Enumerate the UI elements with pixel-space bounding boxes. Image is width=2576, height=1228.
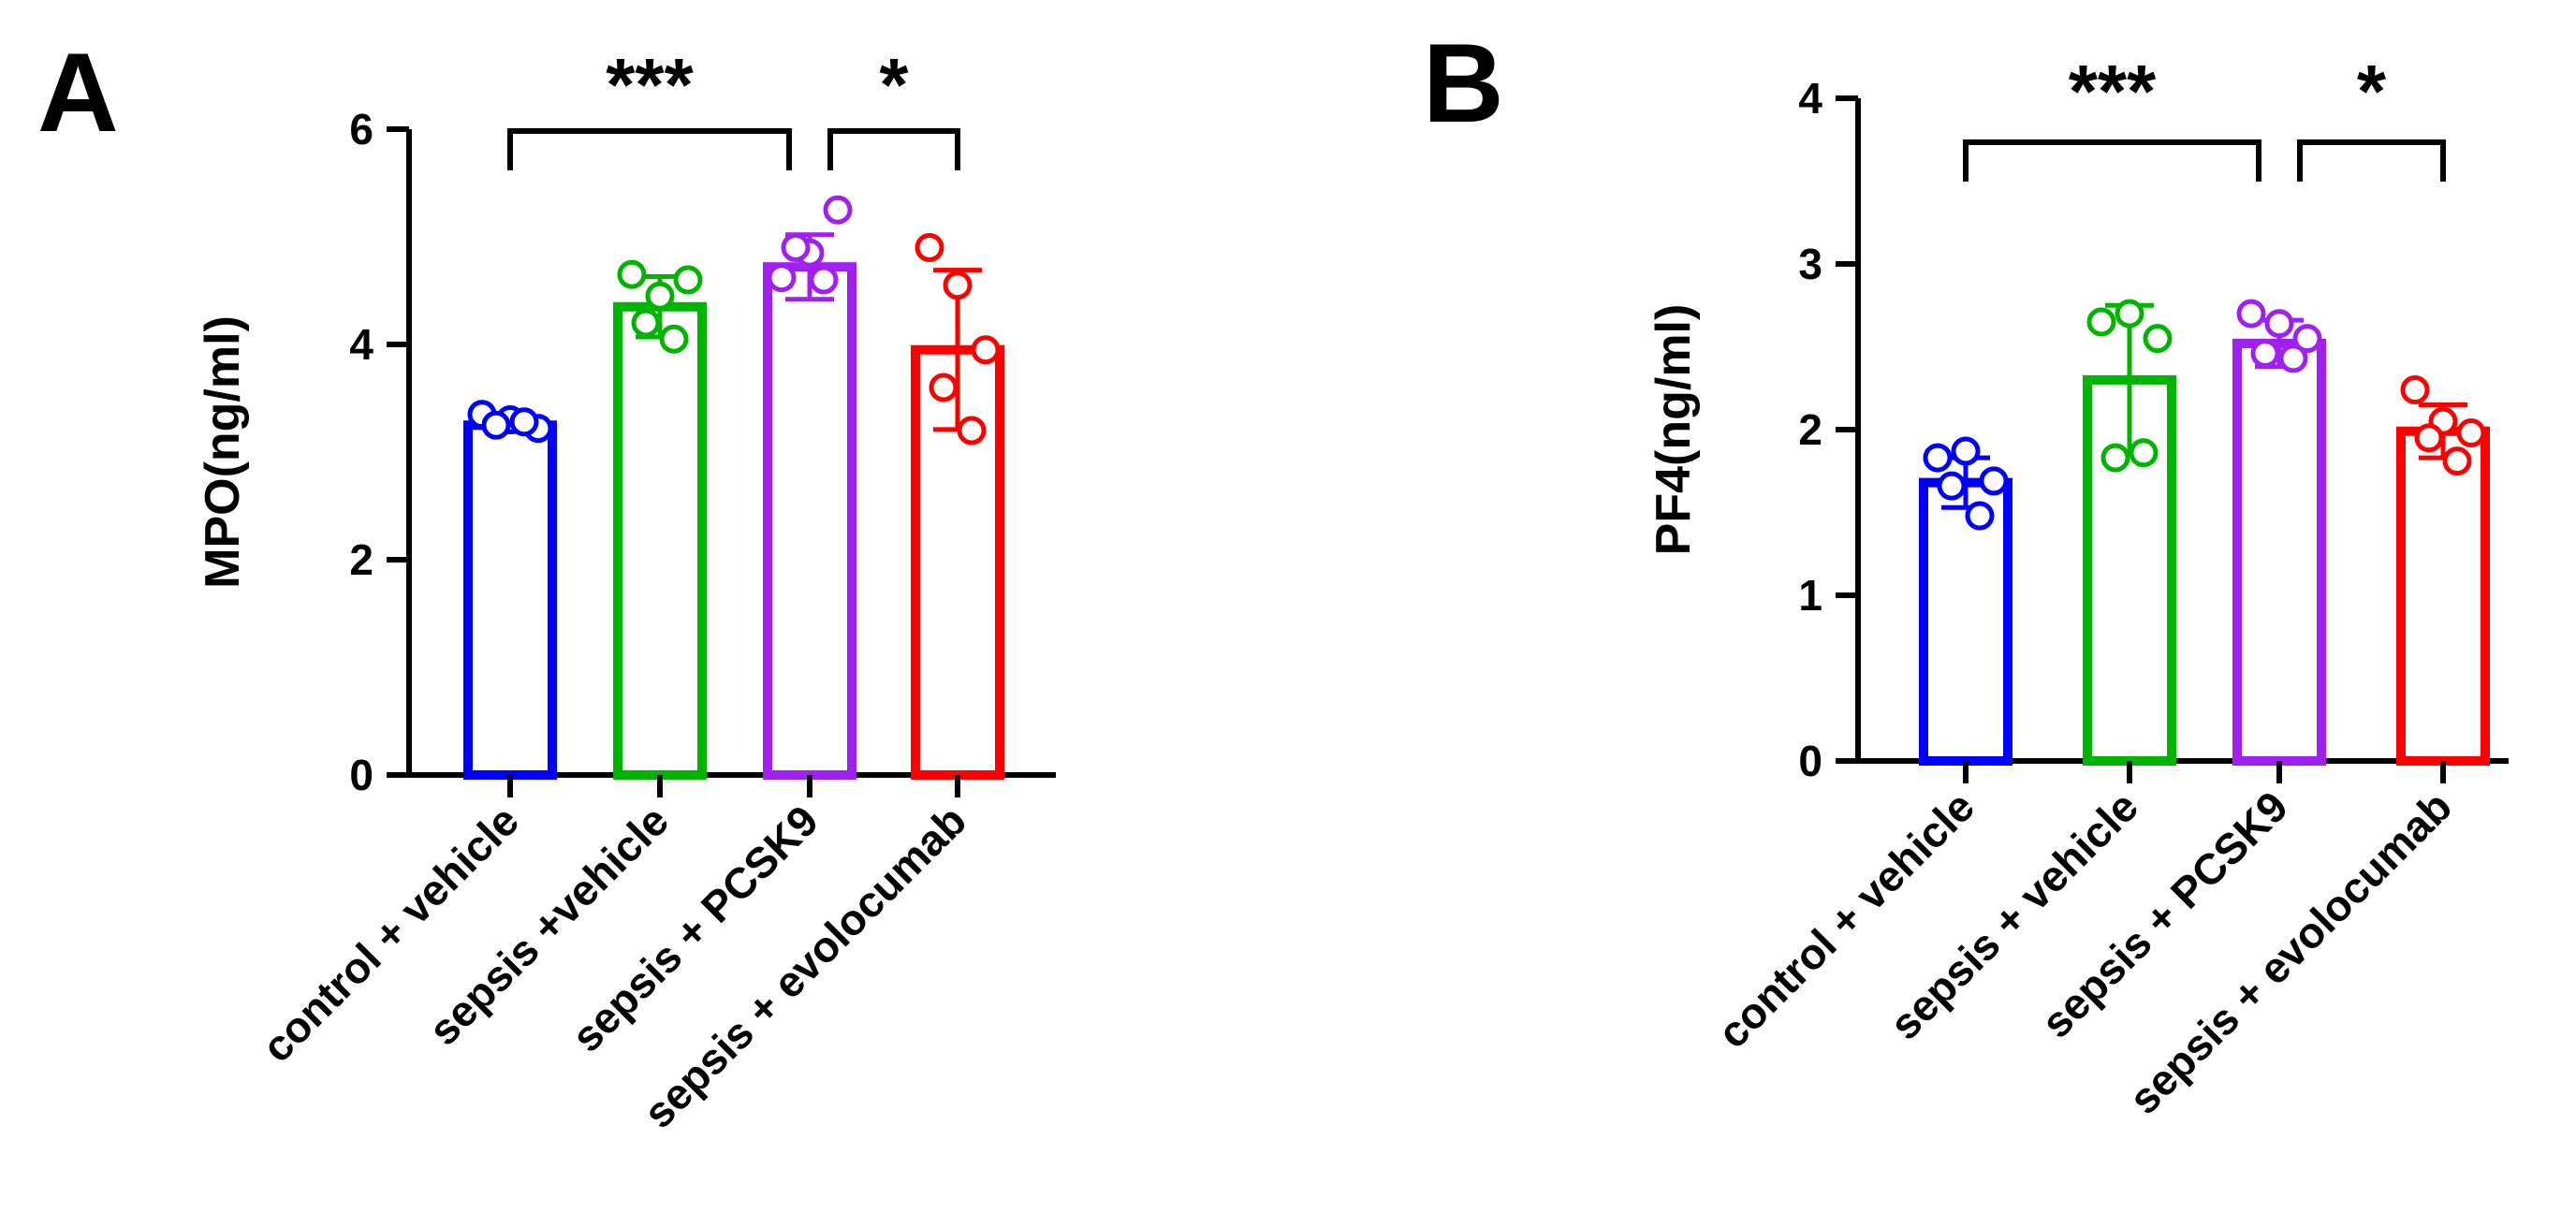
- data-point: [943, 270, 973, 300]
- data-point: [481, 410, 511, 440]
- data-point: [2442, 446, 2472, 476]
- data-point: [2456, 418, 2486, 448]
- data-point: [767, 263, 797, 293]
- significance-bracket: [2297, 139, 2446, 182]
- data-point: [2264, 309, 2294, 339]
- data-point: [2292, 324, 2322, 354]
- data-point: [957, 416, 987, 446]
- y-tick-label: 2: [1798, 405, 1822, 454]
- y-tick-label: 1: [1798, 571, 1822, 620]
- significance-label: *: [879, 43, 909, 126]
- data-point: [659, 324, 689, 354]
- y-tick-label: 4: [349, 320, 373, 369]
- data-point: [2414, 423, 2444, 453]
- bar: [2232, 338, 2326, 766]
- panel-label: A: [37, 30, 119, 155]
- data-point: [509, 407, 539, 437]
- data-point: [2250, 339, 2280, 369]
- data-point: [915, 233, 944, 262]
- data-point: [617, 259, 647, 289]
- x-tick-label: sepsis + PCSK9: [562, 796, 827, 1061]
- significance-label: ***: [606, 43, 694, 126]
- data-point: [2236, 299, 2266, 329]
- x-tick-label: sepsis + evolocumab: [2119, 782, 2461, 1123]
- data-point: [2400, 375, 2430, 405]
- data-point: [809, 265, 839, 295]
- x-tick-label: control + vehicle: [253, 796, 528, 1071]
- y-tick-label: 2: [349, 535, 373, 584]
- significance-label: *: [2357, 50, 2387, 133]
- data-point: [2100, 443, 2130, 473]
- y-axis-label: MPO(ng/ml): [196, 315, 250, 589]
- data-point: [673, 265, 703, 295]
- data-point: [1979, 466, 2009, 496]
- data-point: [645, 281, 675, 311]
- data-point: [929, 373, 959, 402]
- data-point: [1951, 436, 1981, 466]
- data-point: [631, 308, 661, 338]
- y-tick-label: 0: [1798, 737, 1822, 785]
- data-point: [2086, 307, 2116, 337]
- bar: [613, 301, 707, 780]
- panel-label: B: [1423, 21, 1504, 146]
- data-point: [1937, 471, 1967, 501]
- data-point: [2129, 438, 2159, 468]
- bar: [463, 420, 557, 780]
- y-tick-label: 6: [349, 105, 373, 154]
- bar: [2396, 426, 2490, 766]
- bar: [763, 262, 856, 780]
- y-tick-label: 3: [1798, 240, 1822, 288]
- data-point: [1965, 501, 1995, 531]
- data-point: [2143, 324, 2173, 354]
- data-point: [823, 195, 853, 225]
- significance-bracket: [1963, 139, 2261, 182]
- significance-bracket: [827, 128, 960, 170]
- data-point: [1923, 443, 1953, 473]
- data-point: [2115, 299, 2144, 329]
- y-tick-label: 0: [349, 751, 373, 799]
- significance-label: ***: [2069, 50, 2157, 133]
- significance-bracket: [507, 128, 792, 170]
- data-point: [971, 335, 1001, 365]
- y-tick-label: 4: [1798, 74, 1822, 123]
- bar: [1919, 477, 2012, 766]
- y-axis-label: PF4(ng/ml): [1647, 304, 1701, 556]
- data-point: [2278, 344, 2308, 373]
- data-point: [781, 233, 811, 262]
